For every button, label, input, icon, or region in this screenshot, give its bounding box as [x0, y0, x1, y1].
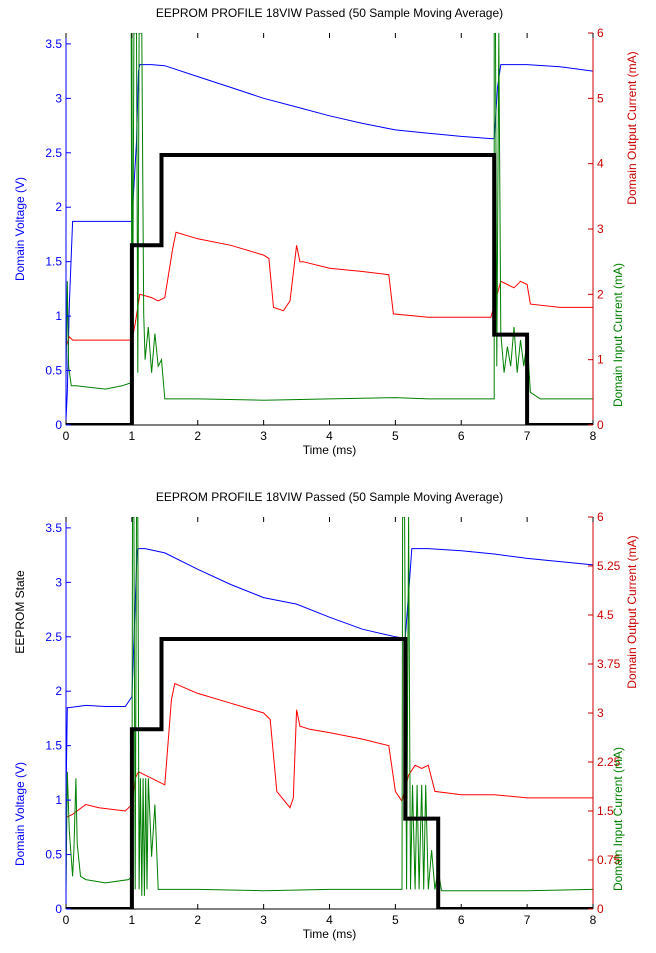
- x-tick-label: 0: [63, 913, 70, 927]
- x-tick-label: 1: [129, 913, 136, 927]
- y-left-tick-label: 1.5: [45, 255, 62, 269]
- y-right-tick-label: 0: [597, 902, 604, 916]
- y-left-state-label: EEPROM State: [13, 570, 27, 654]
- chart-title: EEPROM PROFILE 18VIW Passed (50 Sample M…: [156, 490, 503, 504]
- voltage-series-line: [66, 548, 593, 801]
- y-left-tick-label: 0: [55, 902, 62, 916]
- y-right-tick-label: 4.5: [597, 608, 614, 622]
- voltage-series-line: [66, 64, 593, 420]
- output_current-series-line: [66, 231, 593, 347]
- x-tick-label: 7: [524, 429, 531, 443]
- y-right-tick-label: 4: [597, 157, 604, 171]
- y-left-tick-label: 1: [55, 309, 62, 323]
- y-left-tick-label: 2.5: [45, 146, 62, 160]
- y-left-tick-label: 1.5: [45, 739, 62, 753]
- y-right-tick-label: 6: [597, 510, 604, 524]
- x-axis-label: Time (ms): [303, 443, 357, 457]
- x-tick-label: 8: [590, 913, 597, 927]
- y-left-axis-label: Domain Voltage (V): [13, 177, 27, 281]
- x-tick-label: 4: [326, 429, 333, 443]
- y-left-tick-label: 2: [55, 684, 62, 698]
- y-left-tick-label: 2.5: [45, 630, 62, 644]
- y-right-tick-label: 3: [597, 706, 604, 720]
- y-right-input-current-label: Domain Input Current (mA): [611, 747, 625, 891]
- y-right-input-current-label: Domain Input Current (mA): [611, 263, 625, 407]
- y-right-tick-label: 0.75: [597, 853, 621, 867]
- chart-2: EEPROM PROFILE 18VIW Passed (50 Sample M…: [13, 490, 639, 941]
- x-tick-label: 0: [63, 429, 70, 443]
- y-right-tick-label: 3.75: [597, 657, 621, 671]
- x-tick-label: 2: [194, 913, 201, 927]
- y-left-tick-label: 1: [55, 793, 62, 807]
- state-series-line: [66, 637, 593, 909]
- series-group: [66, 33, 593, 425]
- y-left-tick-label: 2: [55, 200, 62, 214]
- state-series-line: [66, 153, 593, 425]
- y-right-tick-label: 6: [597, 26, 604, 40]
- x-tick-label: 6: [458, 429, 465, 443]
- x-tick-label: 3: [260, 429, 267, 443]
- x-tick-label: 1: [129, 429, 136, 443]
- y-right-tick-label: 1: [597, 353, 604, 367]
- x-tick-label: 6: [458, 913, 465, 927]
- output_current-series-line: [66, 682, 593, 818]
- y-right-tick-label: 2: [597, 287, 604, 301]
- series-group: [66, 517, 593, 909]
- y-right-tick-label: 2.25: [597, 755, 621, 769]
- y-left-tick-label: 0: [55, 418, 62, 432]
- input_current-series-line: [66, 517, 593, 896]
- x-tick-label: 5: [392, 429, 399, 443]
- y-right-tick-label: 5.25: [597, 559, 621, 573]
- y-right-tick-label: 3: [597, 222, 604, 236]
- y-left-tick-label: 0.5: [45, 364, 62, 378]
- chart-title: EEPROM PROFILE 18VIW Passed (50 Sample M…: [156, 6, 503, 20]
- x-tick-label: 8: [590, 429, 597, 443]
- y-right-tick-label: 5: [597, 91, 604, 105]
- y-right-output-current-label: Domain Output Current (mA): [625, 51, 639, 204]
- y-left-axis-label: Domain Voltage (V): [13, 762, 27, 866]
- x-tick-label: 5: [392, 913, 399, 927]
- input_current-series-line: [66, 33, 593, 401]
- y-left-tick-label: 3: [55, 91, 62, 105]
- y-right-tick-label: 0: [597, 418, 604, 432]
- chart-1: EEPROM PROFILE 18VIW Passed (50 Sample M…: [13, 6, 639, 457]
- y-right-tick-label: 1.5: [597, 804, 614, 818]
- y-right-output-current-label: Domain Output Current (mA): [625, 535, 639, 688]
- y-left-tick-label: 3.5: [45, 521, 62, 535]
- y-left-tick-label: 3: [55, 575, 62, 589]
- x-tick-label: 7: [524, 913, 531, 927]
- x-tick-label: 4: [326, 913, 333, 927]
- x-tick-label: 3: [260, 913, 267, 927]
- x-axis-label: Time (ms): [303, 927, 357, 941]
- y-left-tick-label: 0.5: [45, 848, 62, 862]
- x-tick-label: 2: [194, 429, 201, 443]
- y-left-tick-label: 3.5: [45, 37, 62, 51]
